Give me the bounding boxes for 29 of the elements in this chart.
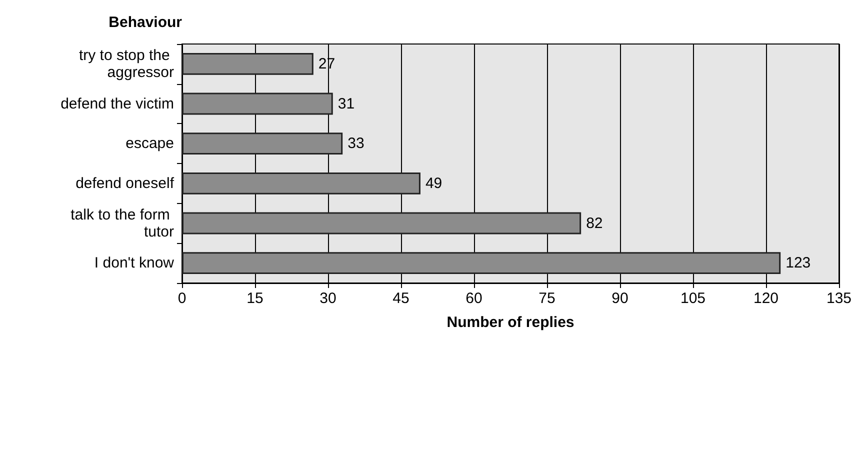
x-tick-label: 120 [753, 290, 779, 307]
data-label: 33 [348, 135, 364, 152]
data-label: 82 [586, 214, 603, 232]
bar [182, 132, 343, 155]
x-axis-title: Number of replies [446, 314, 574, 331]
y-tick-label: escape [126, 135, 174, 152]
y-tick-label: try to stop the aggressor [78, 46, 174, 81]
y-tick-label: I don't know [94, 254, 174, 272]
x-tick-label: 0 [178, 290, 186, 307]
x-tick-label: 105 [680, 290, 706, 307]
x-tick-label: 75 [538, 290, 556, 307]
x-tick-label: 45 [392, 290, 410, 307]
bar [182, 52, 314, 75]
x-tick-label: 15 [246, 290, 264, 307]
x-tick-label: 135 [826, 290, 852, 307]
x-tick-label: 30 [320, 290, 336, 307]
bar [182, 172, 420, 194]
y-tick-label: defend oneself [76, 174, 175, 192]
data-label: 123 [786, 254, 811, 272]
x-tick-label: 90 [612, 290, 628, 307]
bar [182, 212, 582, 234]
y-tick-label: talk to the form tutor [70, 206, 174, 240]
bar [182, 252, 781, 274]
data-label: 31 [338, 95, 355, 112]
y-tick-label: defend the victim [60, 95, 174, 112]
x-tick-label: 60 [466, 290, 482, 307]
data-label: 49 [425, 174, 442, 192]
y-axis-title: Behaviour [108, 14, 182, 31]
bar [182, 92, 333, 115]
